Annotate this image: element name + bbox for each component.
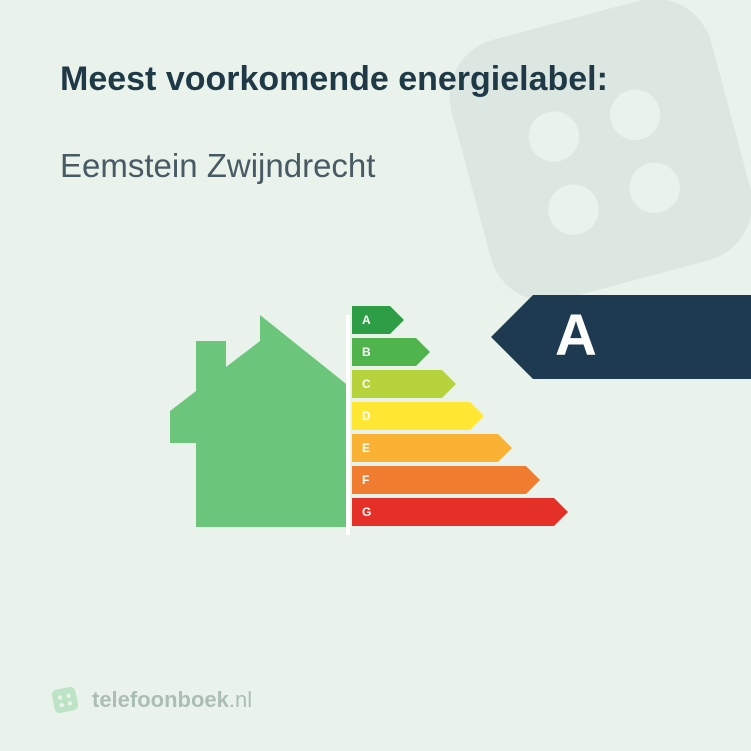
footer-text: telefoonboek.nl xyxy=(92,687,252,713)
energy-bar-label: D xyxy=(362,409,371,423)
energy-bar-d: D xyxy=(352,401,568,431)
rating-letter: A xyxy=(555,302,597,369)
content-area: Meest voorkomende energielabel: Eemstein… xyxy=(0,0,751,545)
footer-brand-tld: .nl xyxy=(229,687,252,712)
energy-bar-label: B xyxy=(362,345,371,359)
energy-bar-label: G xyxy=(362,505,371,519)
energy-bar-f: F xyxy=(352,465,568,495)
energy-bar-label: F xyxy=(362,473,369,487)
page-title: Meest voorkomende energielabel: xyxy=(60,60,691,99)
energy-bar-label: E xyxy=(362,441,370,455)
energy-bar-g: G xyxy=(352,497,568,527)
energy-bar-e: E xyxy=(352,433,568,463)
energy-label-graphic: A B C D E F G A xyxy=(60,285,691,545)
rating-badge: A xyxy=(491,295,751,379)
footer-brand: telefoonboek.nl xyxy=(48,683,252,717)
energy-bar-label: A xyxy=(362,313,371,327)
footer-brand-bold: telefoonboek xyxy=(92,687,229,712)
location-subtitle: Eemstein Zwijndrecht xyxy=(60,147,691,185)
telefoonboek-icon xyxy=(48,683,82,717)
energy-bar-label: C xyxy=(362,377,371,391)
house-icon xyxy=(170,315,350,515)
